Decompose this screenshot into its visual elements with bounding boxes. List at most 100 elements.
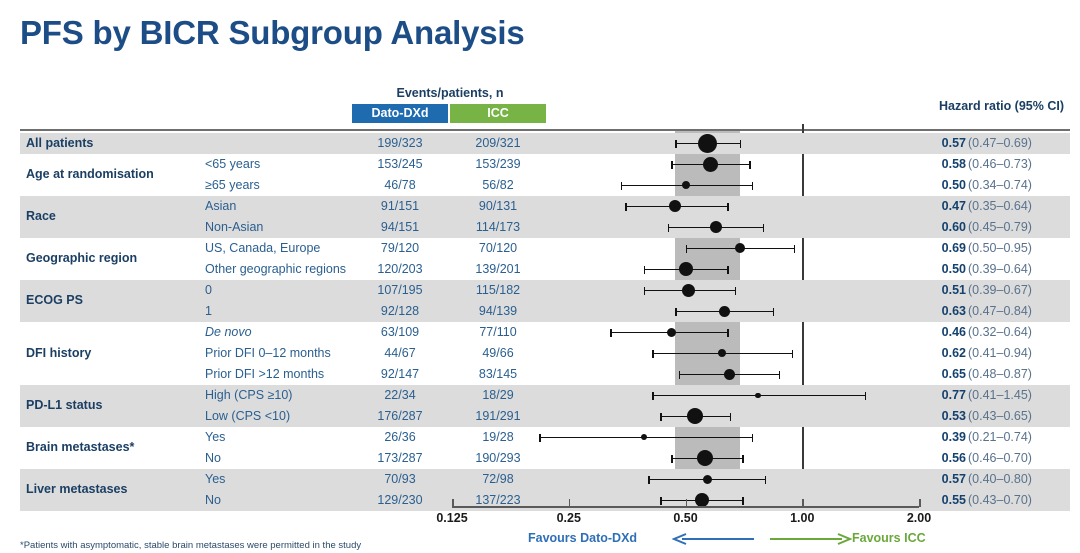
cell-hazard-ratio-value: 0.50: [941, 178, 966, 192]
point-estimate-marker: [669, 200, 682, 213]
cell-events-icc: 90/131: [478, 199, 518, 213]
cell-events-dato-dxd: 63/109: [380, 325, 420, 339]
cell-hazard-ratio-ci: (0.48–0.87): [968, 367, 1032, 381]
cell-hazard-ratio-ci: (0.47–0.69): [968, 136, 1032, 150]
cell-events-dato-dxd: 70/93: [384, 472, 416, 486]
table-row[interactable]: 1 92/128 94/139 0.63 (0.47–0.84): [20, 301, 1070, 322]
cell-hazard-ratio-value: 0.51: [941, 283, 966, 297]
row-subgroup-label: ≥65 years: [205, 178, 260, 192]
arrow-left-icon: [672, 533, 754, 545]
row-subgroup-label: 1: [205, 304, 212, 318]
row-group-label: Geographic region: [26, 251, 138, 265]
table-row[interactable]: All patients 199/323 209/321 0.57 (0.47–0.69…: [20, 133, 1070, 154]
ci-cap-low: [643, 265, 646, 274]
ci-cap-high: [729, 412, 732, 421]
cell-events-icc: 77/110: [479, 325, 517, 339]
table-row[interactable]: <65 years 153/245 153/239 0.58 (0.46–0.73): [20, 154, 1070, 175]
row-subgroup-label: US, Canada, Europe: [205, 241, 321, 255]
cell-hazard-ratio-value: 0.57: [941, 472, 966, 486]
ci-cap-low: [675, 139, 677, 148]
point-estimate-marker: [666, 327, 676, 337]
table-row[interactable]: Prior DFI >12 months 92/147 83/145 0.65 (0.4…: [20, 364, 1070, 385]
cell-hazard-ratio-ci: (0.32–0.64): [968, 325, 1032, 339]
ci-cap-low: [671, 160, 674, 169]
ci-cap-high: [727, 265, 729, 274]
ci-cap-high: [778, 370, 781, 379]
table-row[interactable]: High (CPS ≥10) 22/34 18/29 0.77 (0.41–1.45): [20, 385, 1070, 406]
table-row[interactable]: Prior DFI 0–12 months 44/67 49/66 0.62 (0.41…: [20, 343, 1070, 364]
cell-hazard-ratio-ci: (0.43–0.70): [968, 493, 1032, 507]
cell-events-icc: 19/28: [482, 430, 514, 444]
table-row[interactable]: Non-Asian 94/151 114/173 0.60 (0.45–0.79): [20, 217, 1070, 238]
cell-hazard-ratio-value: 0.39: [941, 430, 966, 444]
cell-events-icc: 190/293: [475, 451, 521, 465]
table-row[interactable]: Asian 91/151 90/131 0.47 (0.35–0.64): [20, 196, 1070, 217]
table-row[interactable]: De novo 63/109 77/110 0.46 (0.32–0.64): [20, 322, 1070, 343]
row-subgroup-label: Yes: [205, 472, 226, 486]
axis-tick-label: 0.25: [556, 511, 581, 525]
cell-hazard-ratio-value: 0.55: [941, 493, 966, 507]
ci-cap-high: [734, 286, 737, 295]
cell-events-icc: 94/139: [478, 304, 518, 318]
axis-tick: [452, 499, 454, 507]
cell-events-dato-dxd: 199/323: [377, 136, 423, 150]
ci-cap-low: [652, 391, 654, 400]
cell-events-dato-dxd: 94/151: [380, 220, 420, 234]
cell-hazard-ratio-ci: (0.45–0.79): [968, 220, 1032, 234]
ci-cap-low: [675, 307, 677, 316]
cell-hazard-ratio-value: 0.56: [941, 451, 966, 465]
point-estimate-marker: [694, 493, 709, 508]
cell-hazard-ratio-value: 0.57: [941, 136, 966, 150]
table-row[interactable]: Other geographic regions 120/203 139/201 0.…: [20, 259, 1070, 280]
point-estimate-marker: [682, 283, 696, 297]
cell-hazard-ratio-value: 0.47: [941, 199, 966, 213]
ci-cap-high: [762, 223, 765, 232]
ci-cap-high: [749, 160, 751, 169]
cell-events-icc: 56/82: [482, 178, 514, 192]
row-subgroup-label: 0: [205, 283, 212, 297]
table-row[interactable]: Yes 70/93 72/98 0.57 (0.40–0.80): [20, 469, 1070, 490]
table-row[interactable]: No 173/287 190/293 0.56 (0.46–0.70): [20, 448, 1070, 469]
ci-cap-low: [625, 202, 628, 211]
table-row[interactable]: 0 107/195 115/182 0.51 (0.39–0.67): [20, 280, 1070, 301]
cell-events-dato-dxd: 92/128: [380, 304, 420, 318]
table-row[interactable]: Yes 26/36 19/28 0.39 (0.21–0.74): [20, 427, 1070, 448]
cell-hazard-ratio-value: 0.62: [941, 346, 966, 360]
table-row[interactable]: Low (CPS <10) 176/287 191/291 0.53 (0.43–0.6…: [20, 406, 1070, 427]
cell-events-icc: 49/66: [482, 346, 514, 360]
ci-cap-low: [610, 328, 612, 337]
row-subgroup-label: Non-Asian: [205, 220, 264, 234]
cell-events-dato-dxd: 120/203: [377, 262, 423, 276]
axis-direction-legend: Favours Dato-DXd Favours ICC: [0, 531, 1080, 549]
row-subgroup-label: <65 years: [205, 157, 261, 171]
ci-cap-high: [751, 433, 754, 442]
cell-events-icc: 153/239: [475, 157, 521, 171]
table-row[interactable]: ≥65 years 46/78 56/82 0.50 (0.34–0.74): [20, 175, 1070, 196]
row-subgroup-label: Prior DFI >12 months: [205, 367, 325, 381]
ci-cap-high: [751, 181, 754, 190]
cell-events-icc: 139/201: [475, 262, 521, 276]
legend-favours-icc: Favours ICC: [852, 531, 926, 545]
row-subgroup-label: Yes: [205, 430, 226, 444]
cell-hazard-ratio-value: 0.63: [941, 304, 966, 318]
ci-cap-low: [620, 181, 623, 190]
row-group-label: Liver metastases: [26, 482, 128, 496]
ci-cap-high: [864, 391, 867, 400]
cell-hazard-ratio-ci: (0.21–0.74): [968, 430, 1032, 444]
ci-cap-low: [671, 454, 674, 463]
cell-events-icc: 18/29: [482, 388, 514, 402]
cell-hazard-ratio-ci: (0.50–0.95): [968, 241, 1032, 255]
table-row[interactable]: No 129/230 137/223 0.55 (0.43–0.70): [20, 490, 1070, 511]
cell-events-icc: 114/173: [475, 220, 521, 234]
cell-events-icc: 72/98: [482, 472, 514, 486]
ci-cap-low: [539, 433, 541, 442]
cell-events-dato-dxd: 22/34: [384, 388, 416, 402]
point-estimate-marker: [755, 392, 762, 399]
row-group-label: PD-L1 status: [26, 398, 103, 412]
ci-cap-high: [727, 202, 729, 211]
ci-cap-high: [739, 139, 742, 148]
row-subgroup-label: Other geographic regions: [205, 262, 347, 276]
table-row[interactable]: US, Canada, Europe 79/120 70/120 0.69 (0.50–…: [20, 238, 1070, 259]
cell-hazard-ratio-ci: (0.41–1.45): [968, 388, 1032, 402]
